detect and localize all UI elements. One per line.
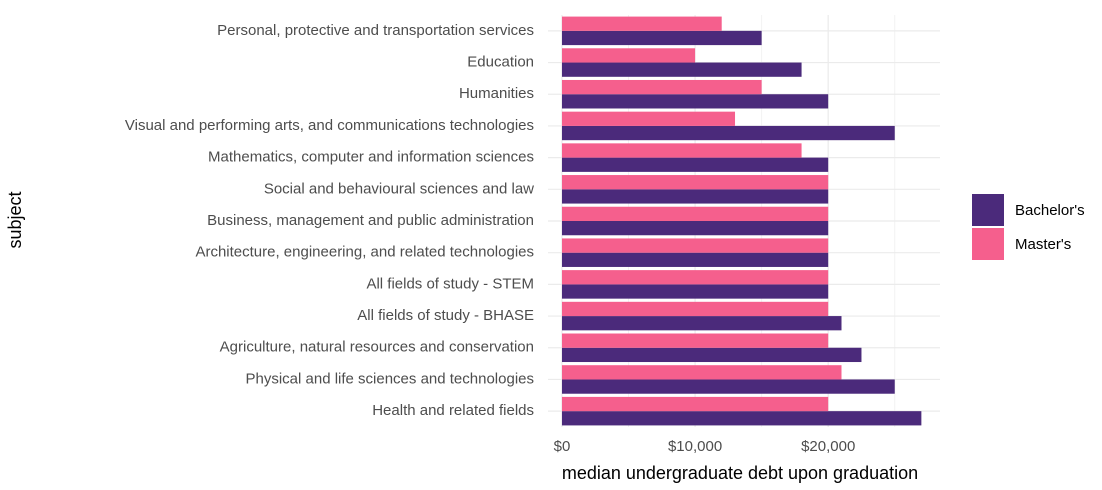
bar — [561, 62, 802, 77]
y-tick-label: All fields of study - BHASE — [357, 307, 534, 324]
bar — [561, 94, 829, 109]
bar — [561, 252, 829, 267]
bar — [561, 270, 829, 285]
bar — [561, 143, 802, 158]
bar — [561, 411, 922, 426]
y-tick-label: Architecture, engineering, and related t… — [195, 244, 534, 261]
bar — [561, 365, 842, 380]
bar — [561, 221, 829, 236]
bar — [561, 238, 829, 253]
bar — [561, 79, 762, 95]
y-tick-label: Physical and life sciences and technolog… — [245, 370, 534, 387]
x-tick-label: $10,000 — [668, 438, 722, 455]
bar — [561, 48, 696, 63]
bar — [561, 175, 829, 190]
y-tick-label: All fields of study - STEM — [366, 275, 534, 292]
bar — [561, 333, 829, 348]
y-tick-label: Social and behavioural sciences and law — [264, 180, 534, 197]
y-axis-title: subject — [5, 191, 25, 248]
bar — [561, 125, 895, 141]
bar — [561, 379, 895, 394]
y-tick-label: Agriculture, natural resources and conse… — [220, 339, 534, 356]
y-tick-label: Business, management and public administ… — [207, 212, 534, 229]
x-tick-label: $0 — [554, 438, 571, 455]
bar — [561, 16, 722, 31]
legend-swatch — [972, 228, 1004, 260]
bar — [561, 111, 736, 126]
y-tick-label: Mathematics, computer and information sc… — [208, 149, 534, 166]
legend-label: Bachelor's — [1015, 202, 1085, 219]
y-tick-label: Personal, protective and transportation … — [217, 22, 534, 39]
bar — [561, 206, 829, 221]
y-tick-label: Health and related fields — [372, 402, 534, 419]
bar — [561, 301, 829, 317]
x-axis-title: median undergraduate debt upon graduatio… — [562, 463, 918, 483]
x-tick-label: $20,000 — [801, 438, 855, 455]
bar — [561, 316, 842, 331]
bar — [561, 347, 862, 363]
legend-label: Master's — [1015, 236, 1071, 253]
y-tick-label: Visual and performing arts, and communic… — [125, 117, 534, 134]
bar — [561, 189, 829, 204]
bar — [561, 396, 829, 412]
bar — [561, 30, 762, 46]
bar — [561, 284, 829, 299]
y-tick-label: Humanities — [459, 85, 534, 102]
legend-swatch — [972, 194, 1004, 226]
y-tick-label: Education — [467, 54, 534, 71]
bar — [561, 157, 829, 172]
